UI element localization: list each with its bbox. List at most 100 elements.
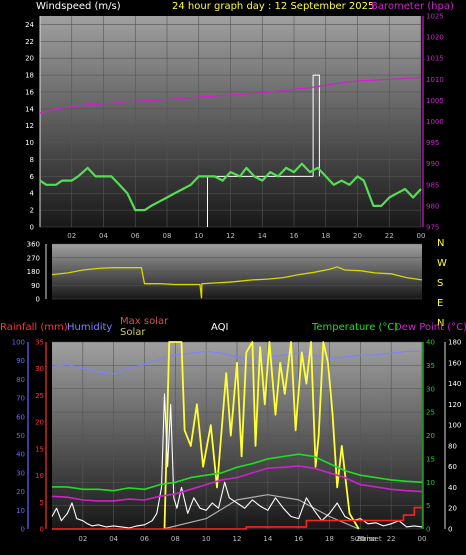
x-tick-label: 22 xyxy=(387,535,396,543)
direction-left-axis: 0 90 180 270 360 xyxy=(27,241,47,304)
rain-tick-label: 35 xyxy=(35,339,44,347)
baro-tick-label: 980 xyxy=(426,202,439,210)
aqi-tick-label: 60 xyxy=(448,463,457,471)
maxsolar-header: Max solar xyxy=(120,316,169,327)
aqi-tick-label: 20 xyxy=(448,505,457,513)
temp-tick-label: 10 xyxy=(426,479,435,487)
wind-tick-label: 12 xyxy=(25,122,34,130)
direction-tick-label: 0 xyxy=(36,296,40,304)
temperature-line xyxy=(52,453,423,492)
humidity-tick-label: 70 xyxy=(16,395,25,403)
baro-tick-label: 985 xyxy=(426,181,439,189)
aqi-tick-label: 80 xyxy=(448,442,457,450)
rain-tick-label: 10 xyxy=(35,472,44,480)
x-tick-label: 06 xyxy=(131,232,140,240)
compass-label: E xyxy=(437,298,443,309)
rain-header: Rainfall (mm) xyxy=(0,322,68,333)
rain-tick-label: 25 xyxy=(35,392,44,400)
x-tick-label: 08 xyxy=(163,232,172,240)
wind-tick-label: 4 xyxy=(30,190,35,198)
temp-tick-label: 25 xyxy=(426,409,435,417)
wind-x-axis: 02 04 06 08 10 12 14 16 18 20 22 00 xyxy=(67,232,425,240)
humidity-tick-label: 80 xyxy=(16,376,25,384)
temp-tick-label: 40 xyxy=(426,339,435,347)
header-right: Barometer (hpa) xyxy=(371,1,454,12)
dewpoint-line xyxy=(51,465,423,502)
multi-series xyxy=(51,341,423,530)
compass-label: S xyxy=(437,278,443,289)
multi-axes: 0102030405060708090100051015202530350510… xyxy=(12,339,462,534)
rainfall-line xyxy=(52,506,422,530)
wind-tick-label: 22 xyxy=(25,38,34,46)
wind-series xyxy=(39,74,422,227)
compass-label: N xyxy=(437,318,444,329)
baro-tick-label: 1000 xyxy=(426,118,444,126)
gust-line xyxy=(207,74,320,227)
baro-tick-label: 1025 xyxy=(426,13,444,21)
baro-tick-label: 1005 xyxy=(426,97,444,105)
humidity-tick-label: 50 xyxy=(16,432,25,440)
baro-tick-label: 1015 xyxy=(426,55,444,63)
x-tick-label: 08 xyxy=(171,535,180,543)
x-tick-label: 00 xyxy=(418,535,427,543)
wind-tick-label: 18 xyxy=(25,72,34,80)
temp-tick-label: 15 xyxy=(426,455,435,463)
compass-label: W xyxy=(437,258,447,269)
x-tick-label: 04 xyxy=(99,232,108,240)
direction-series xyxy=(51,266,423,299)
aqi-tick-label: 120 xyxy=(448,401,461,409)
x-tick-label: 22 xyxy=(385,232,394,240)
x-tick-label: 00 xyxy=(417,232,426,240)
direction-grid xyxy=(52,243,422,300)
wind-tick-label: 2 xyxy=(30,207,34,215)
temp-tick-label: 30 xyxy=(426,385,435,393)
solar-header: Solar xyxy=(120,327,146,338)
humidity-header: Humidity xyxy=(67,322,112,333)
rain-tick-label: 0 xyxy=(40,526,44,534)
temp-tick-label: 20 xyxy=(426,432,435,440)
humidity-tick-label: 20 xyxy=(16,488,25,496)
temp-tick-label: 0 xyxy=(426,526,430,534)
baro-tick-label: 975 xyxy=(426,224,439,232)
aqi-header: AQI xyxy=(211,322,229,333)
baro-tick-label: 1020 xyxy=(426,34,444,42)
x-tick-label: 18 xyxy=(321,232,330,240)
rain-tick-label: 30 xyxy=(35,365,44,373)
aqi-tick-label: 160 xyxy=(448,359,461,367)
wind-tick-label: 20 xyxy=(25,55,34,63)
wind-tick-label: 0 xyxy=(30,224,34,232)
x-tick-label: 12 xyxy=(226,232,235,240)
x-tick-label: 10 xyxy=(194,232,203,240)
humidity-line xyxy=(51,350,422,375)
humidity-tick-label: 90 xyxy=(16,357,25,365)
x-tick-label: 12 xyxy=(233,535,242,543)
maxsolar-line xyxy=(162,494,360,530)
wind-tick-label: 24 xyxy=(25,21,34,29)
x-tick-label: 20 xyxy=(353,232,362,240)
wind-tick-label: 14 xyxy=(25,105,34,113)
temp-tick-label: 35 xyxy=(426,362,435,370)
humidity-tick-label: 0 xyxy=(21,526,25,534)
sunset-label: Sunset xyxy=(358,535,382,543)
x-tick-label: 18 xyxy=(325,535,334,543)
aqi-line xyxy=(51,393,423,529)
multi-panel: 0102030405060708090100051015202530350510… xyxy=(12,339,462,544)
x-tick-label: 14 xyxy=(263,535,272,543)
x-tick-label: 02 xyxy=(78,535,87,543)
x-tick-label: 20 xyxy=(356,535,365,543)
wind-tick-label: 8 xyxy=(30,156,34,164)
direction-tick-label: 90 xyxy=(31,282,40,290)
dew-header: Dew Point (°C) xyxy=(394,322,466,333)
x-tick-label: 06 xyxy=(140,535,149,543)
x-tick-label: 10 xyxy=(202,535,211,543)
baro-tick-label: 990 xyxy=(426,160,439,168)
rain-tick-label: 15 xyxy=(35,445,44,453)
header-left: Windspeed (m/s) xyxy=(36,1,121,12)
baro-right-axis: 975 980 985 990 995 1000 1005 1010 1015 1020 1025 xyxy=(422,13,444,232)
rain-tick-label: 5 xyxy=(40,499,44,507)
humidity-tick-label: 40 xyxy=(16,451,25,459)
